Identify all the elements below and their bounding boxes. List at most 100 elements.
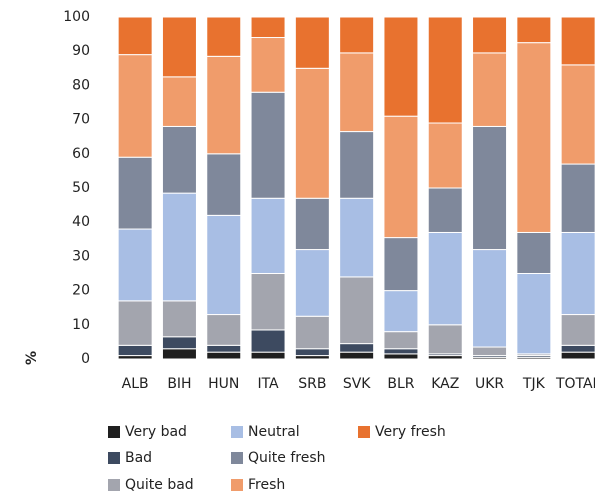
legend-label: Very fresh [375,424,446,440]
y-tick-label: 30 [72,248,90,264]
bar-segment [339,52,375,133]
y-tick-label: 70 [72,112,90,128]
bar-segment [206,16,242,57]
y-tick-label: 60 [72,146,90,162]
bar-segment [383,290,419,333]
bar-segment [117,300,153,346]
bar-segment [294,67,330,199]
bar-segment [427,187,463,233]
legend-label: Neutral [248,424,300,440]
bar-segment [472,52,508,127]
y-tick-label: 50 [72,180,90,196]
bar-segment [250,16,286,39]
legend-swatch [108,479,120,491]
x-tick-label: BIH [167,376,191,392]
bar-segment [383,237,419,292]
bar-segment [472,125,508,251]
bar-segment [560,64,595,165]
bar-segment [516,273,552,355]
legend-swatch [231,479,243,491]
bar-segment [250,351,286,360]
y-tick-label: 100 [63,9,90,25]
bar-segment [161,300,197,338]
legend-label: Fresh [248,477,285,493]
x-tick-label: SRB [298,376,326,392]
bar-segment [294,197,330,251]
x-tick-label: ITA [257,376,279,392]
bar-segment [427,122,463,189]
bar-segment [161,192,197,302]
bar-segment [472,249,508,348]
bar-segment [294,249,330,317]
bar-segment [339,131,375,199]
x-tick-label: KAZ [431,376,459,392]
bar-segment [206,351,242,360]
bar-segment [516,16,552,44]
bar-segment [427,324,463,355]
bar-segment [560,231,595,316]
bar-segment [161,76,197,127]
x-tick-label: HUN [208,376,239,392]
bar-segment [206,314,242,346]
x-tick-label: ALB [122,376,149,392]
bar-segment [560,314,595,346]
bar-segment [339,16,375,54]
bar-segment [117,355,153,360]
bar-segment [472,346,508,357]
bar-segment [206,153,242,216]
bar-segment [383,331,419,350]
bar-segment [250,197,286,274]
y-tick-label: 40 [72,214,90,230]
y-tick-label: 20 [72,283,90,299]
bar-segment [383,115,419,239]
bar-segment [560,344,595,353]
bar-segment [294,16,330,69]
bar-segment [117,344,153,357]
y-axis-label: % [24,351,40,365]
bar-segment [383,16,419,117]
x-tick-label: UKR [475,376,504,392]
bar-segment [560,351,595,360]
bar-segment [294,355,330,360]
legend-label: Very bad [125,424,187,440]
bar-segment [161,348,197,360]
bar-segment [294,315,330,350]
y-tick-label: 10 [72,317,90,333]
bar-segment [206,214,242,316]
bar-segment [516,42,552,233]
legend-swatch [231,452,243,464]
bar-segment [161,125,197,194]
bar-segment [117,228,153,302]
x-tick-label: TOTAL [555,376,595,392]
legend-label: Quite fresh [248,450,326,466]
legend-swatch [108,426,120,438]
bar-segment [427,16,463,124]
bar-segment [250,329,286,353]
bar-segment [117,16,153,56]
y-tick-label: 0 [81,351,90,367]
legend-swatch [358,426,370,438]
legend-label: Quite bad [125,477,194,493]
bar-segment [250,37,286,93]
bar-segment [117,156,153,230]
bar-segment [339,351,375,360]
bar-segment [339,276,375,345]
y-tick-label: 80 [72,77,90,93]
bar-segment [427,355,463,360]
bar-segment [560,163,595,233]
bar-segment [250,91,286,199]
bar-segment [339,343,375,353]
bar-segment [472,16,508,54]
x-tick-label: BLR [387,376,414,392]
y-tick-label: 90 [72,43,90,59]
bar-segment [294,348,330,357]
bar-segment [383,348,419,355]
legend-swatch [231,426,243,438]
bar-segment [250,273,286,331]
bar-segment [383,353,419,360]
bar-segment [560,16,595,66]
legend-label: Bad [125,450,152,466]
bar-segment [206,344,242,353]
legend-swatch [108,452,120,464]
